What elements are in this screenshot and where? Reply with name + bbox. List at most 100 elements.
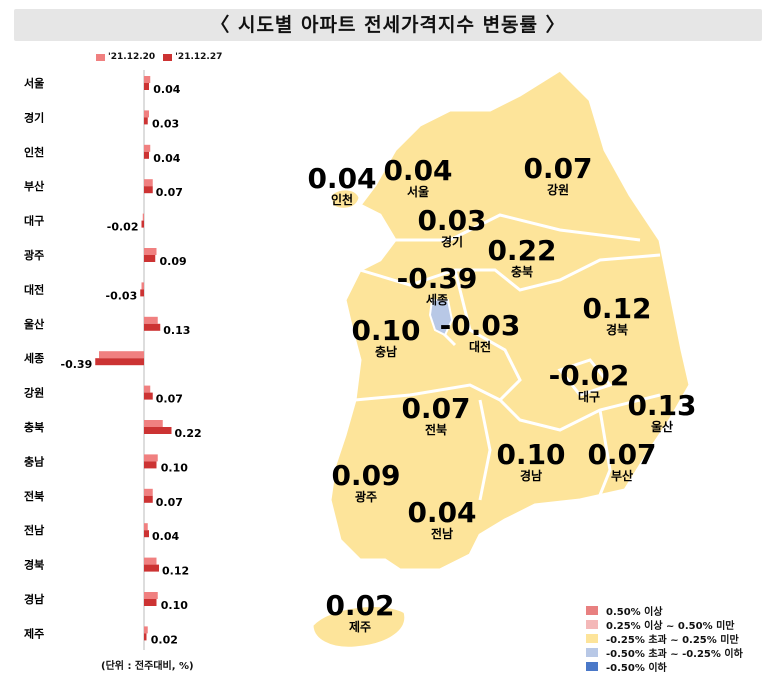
map-value: 0.07	[401, 392, 470, 425]
province-border	[354, 383, 661, 432]
category-label: 제주	[24, 626, 44, 640]
data-label: 0.04	[153, 152, 180, 165]
bar-curr	[144, 186, 153, 194]
category-label: 전남	[24, 523, 44, 537]
data-label: 0.07	[156, 393, 183, 406]
bar-curr	[144, 564, 159, 572]
province-border	[395, 213, 641, 242]
province-border	[453, 269, 522, 402]
category-label: 세종	[24, 351, 44, 365]
category-label: 부산	[24, 179, 44, 193]
unit-note: (단위 : 전주대비, %)	[101, 661, 194, 672]
bar-curr	[144, 323, 161, 331]
map-region-name: 강원	[547, 183, 569, 197]
bar-curr	[140, 289, 144, 297]
data-label: 0.07	[156, 496, 183, 509]
map-value: 0.10	[351, 314, 420, 347]
bar-curr	[144, 117, 148, 125]
bar-legend: '21.12.20 '21.12.27	[96, 52, 222, 62]
incheon-island	[328, 187, 362, 211]
data-label: 0.09	[160, 255, 187, 268]
province-border	[359, 253, 661, 292]
data-label: 0.03	[152, 117, 179, 130]
map-region-name: 대구	[578, 390, 600, 404]
legend-row: 0.50% 이상	[586, 603, 743, 618]
map-region-name: 서울	[407, 184, 429, 199]
legend-swatch-curr	[163, 53, 173, 61]
map-region-name: 대전	[469, 339, 491, 354]
bar-prev	[144, 144, 151, 152]
map-value: -0.03	[440, 309, 521, 342]
legend-row: 0.25% 이상 ~ 0.50% 미만	[586, 617, 743, 632]
legend-swatch	[586, 647, 598, 657]
category-label: 인천	[24, 145, 44, 159]
map-legend: 0.50% 이상 0.25% 이상 ~ 0.50% 미만 -0.25% 초과 ~…	[586, 603, 743, 674]
province-border	[478, 399, 492, 501]
map-value: -0.02	[549, 359, 630, 392]
category-label: 광주	[24, 249, 44, 262]
map-value: 0.22	[487, 234, 556, 267]
bar-prev	[144, 385, 151, 393]
map-value: -0.39	[397, 262, 478, 295]
bar-curr	[144, 151, 149, 159]
bar-curr	[144, 633, 147, 641]
data-label: -0.03	[106, 289, 138, 302]
bar-prev	[144, 420, 163, 427]
map-region-name: 충남	[375, 344, 397, 359]
legend-text: -0.25% 초과 ~ 0.25% 미만	[606, 634, 739, 646]
legend-text: 0.50% 이상	[606, 606, 663, 618]
map-value: 0.04	[383, 154, 452, 187]
category-label: 전북	[24, 489, 44, 503]
legend-row: -0.25% 초과 ~ 0.25% 미만	[586, 631, 743, 646]
bar-prev	[144, 316, 158, 324]
data-label: -0.02	[107, 221, 139, 234]
category-label: 울산	[24, 317, 44, 331]
bar-curr	[144, 599, 157, 606]
bar-prev	[144, 179, 153, 187]
bar-prev	[144, 592, 158, 599]
data-label: 0.22	[175, 427, 202, 440]
category-label: 경기	[24, 110, 44, 124]
map-value: 0.07	[523, 152, 592, 185]
map-value: 0.12	[582, 292, 651, 325]
category-label: 충남	[24, 454, 44, 468]
legend-swatch	[586, 605, 598, 615]
bar-prev	[144, 626, 148, 634]
bar-prev	[144, 523, 148, 531]
category-label: 경북	[24, 558, 44, 572]
bar-curr	[144, 427, 172, 434]
map-region-name: 인천	[331, 192, 353, 207]
sejong-region	[428, 299, 454, 337]
data-label: 0.07	[156, 186, 183, 199]
mainland-outline	[328, 68, 692, 572]
bar-prev	[144, 76, 151, 83]
legend-swatch	[586, 661, 598, 671]
legend-label-curr: '21.12.27	[175, 52, 223, 62]
map-region-name: 울산	[651, 419, 673, 434]
bar-curr	[144, 83, 149, 90]
map-region-name: 경기	[441, 234, 463, 249]
data-label: 0.04	[152, 530, 179, 543]
bar-prev	[144, 557, 157, 565]
chart-title: 〈 시도별 아파트 전세가격지수 변동률 〉	[14, 9, 762, 41]
data-label: 0.12	[162, 565, 189, 578]
bar-prev	[144, 110, 149, 118]
bar-prev	[141, 282, 144, 290]
map-value: 0.04	[407, 496, 476, 529]
map-region-name: 전남	[431, 526, 453, 541]
legend-label-prev: '21.12.20	[108, 52, 156, 62]
data-label: 0.04	[153, 83, 180, 96]
bar-prev	[144, 248, 157, 255]
category-label: 대전	[24, 282, 44, 296]
bar-curr	[141, 220, 144, 228]
bar-prev	[144, 488, 153, 496]
province-border	[557, 358, 613, 397]
legend-text: 0.25% 이상 ~ 0.50% 미만	[606, 620, 735, 632]
map-region-name: 제주	[349, 620, 371, 634]
map-region-name: 경북	[606, 323, 628, 337]
jeju-island	[310, 604, 408, 650]
legend-text: -0.50% 초과 ~ -0.25% 이하	[606, 648, 743, 660]
bar-prev	[99, 351, 144, 359]
